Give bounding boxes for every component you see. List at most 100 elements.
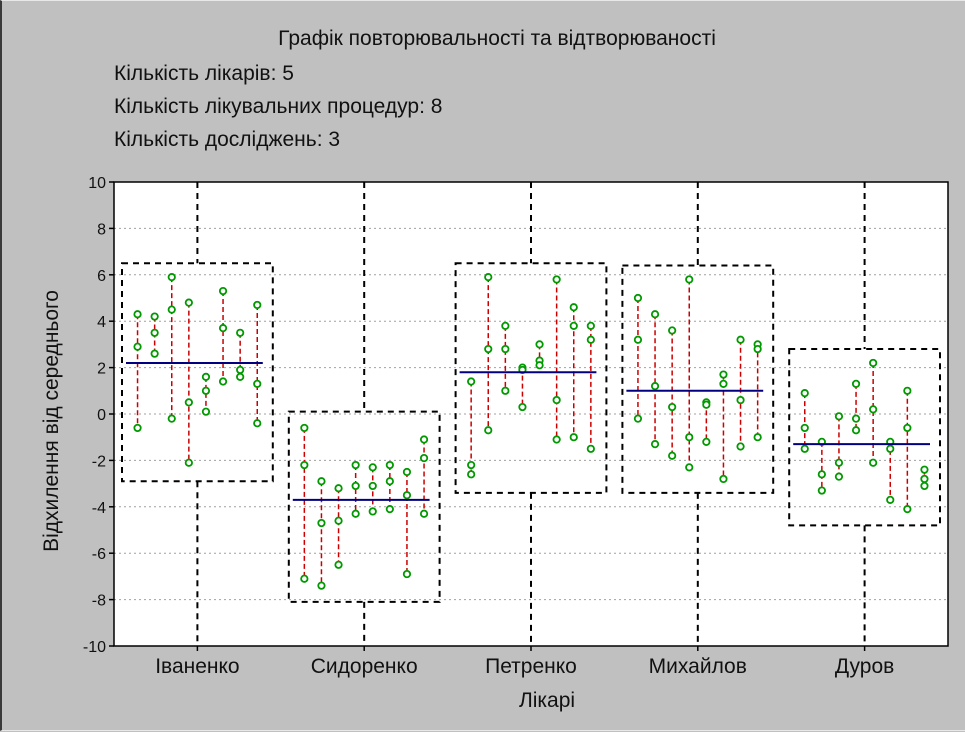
info-doctors-count: Кількість лікарів: 5 [114, 62, 294, 85]
measurement-point [920, 474, 929, 484]
measurement-point [184, 458, 193, 467]
measurement-point [736, 442, 745, 451]
measurement-point [702, 437, 711, 446]
measurement-point [317, 477, 326, 486]
measurement-point [800, 389, 809, 398]
measurement-point [334, 560, 343, 569]
measurement-point [150, 349, 159, 358]
measurement-point [133, 342, 142, 351]
measurement-point [869, 405, 878, 414]
measurement-point [419, 435, 429, 444]
y-tick-label: -10 [83, 639, 106, 656]
measurement-point [920, 481, 929, 491]
measurement-point [501, 344, 510, 354]
y-tick-label: 2 [97, 361, 106, 378]
measurement-point [385, 505, 394, 514]
measurement-point [351, 481, 360, 491]
measurement-point [736, 395, 745, 405]
measurement-point [385, 477, 394, 486]
measurement-point [484, 273, 493, 282]
measurement-point [201, 372, 211, 381]
y-tick-label: 6 [97, 268, 106, 285]
measurement-point [167, 414, 176, 423]
measurement-point [552, 435, 561, 444]
measurement-point [668, 451, 677, 460]
measurement-point [167, 273, 176, 282]
measurement-point [351, 509, 360, 518]
measurement-point [368, 481, 377, 491]
measurement-point [300, 423, 309, 433]
measurement-point [668, 402, 677, 412]
measurement-point [184, 398, 193, 407]
measurement-point [800, 423, 809, 433]
measurement-point [903, 423, 912, 433]
measurement-point [851, 426, 861, 435]
measurement-point [569, 321, 578, 330]
measurement-point [633, 414, 643, 423]
measurement-point [150, 312, 159, 321]
measurement-point [586, 321, 595, 330]
measurement-point [150, 328, 159, 337]
measurement-point [851, 414, 861, 423]
info-studies-count: Кількість досліджень: 3 [114, 128, 341, 151]
measurement-point [685, 433, 694, 442]
measurement-point [736, 335, 745, 344]
measurement-point [886, 495, 895, 504]
measurement-point [920, 465, 929, 474]
measurement-point [535, 340, 544, 349]
chart-title: Графік повторювальності та відтворюванос… [278, 27, 716, 50]
measurement-point [633, 335, 643, 344]
measurement-point [467, 377, 476, 386]
measurement-point [201, 386, 211, 395]
measurement-point [650, 440, 660, 449]
measurement-point [236, 365, 245, 375]
measurement-point [800, 444, 809, 453]
measurement-point [668, 326, 677, 335]
x-tick-label: Іваненко [155, 655, 239, 678]
measurement-point [368, 463, 377, 472]
measurement-point [167, 305, 176, 314]
y-tick-label: -6 [92, 546, 106, 563]
group-limit-box [121, 262, 274, 483]
measurement-point [467, 470, 476, 479]
measurement-point [419, 509, 429, 518]
measurement-point [133, 423, 142, 433]
measurement-point [253, 300, 262, 310]
group-limit-box [287, 410, 441, 603]
measurement-point [650, 382, 660, 391]
measurement-point [300, 574, 309, 583]
measurement-point [586, 444, 595, 453]
measurement-point [218, 377, 228, 386]
measurement-point [402, 491, 412, 500]
measurement-point [817, 470, 826, 479]
measurement-point [253, 379, 262, 388]
measurement-point [719, 474, 728, 484]
measurement-point [552, 275, 561, 284]
measurement-point [351, 460, 360, 470]
measurement-point [903, 505, 912, 514]
measurement-point [719, 379, 728, 388]
measurement-point [650, 310, 660, 319]
measurement-point [419, 453, 429, 463]
group-limit-box [454, 262, 608, 494]
measurement-point [253, 419, 262, 428]
measurement-point [484, 426, 493, 435]
y-tick-label: 0 [97, 407, 106, 424]
measurement-point [569, 303, 578, 312]
measurement-point [834, 472, 844, 481]
measurement-point [569, 433, 578, 442]
measurement-point [719, 370, 728, 379]
measurement-point [518, 402, 527, 412]
x-axis-label: Лікарі [518, 689, 576, 712]
measurement-point [334, 484, 343, 493]
x-tick-label: Сидоренко [311, 655, 418, 678]
measurement-point [484, 344, 493, 354]
measurement-point [702, 400, 711, 409]
measurement-point [817, 486, 826, 495]
measurement-point [851, 379, 861, 388]
measurement-point [317, 518, 326, 528]
y-tick-label: -2 [92, 453, 106, 470]
y-tick-label: -8 [92, 593, 106, 610]
x-tick-label: Дуров [835, 655, 894, 678]
